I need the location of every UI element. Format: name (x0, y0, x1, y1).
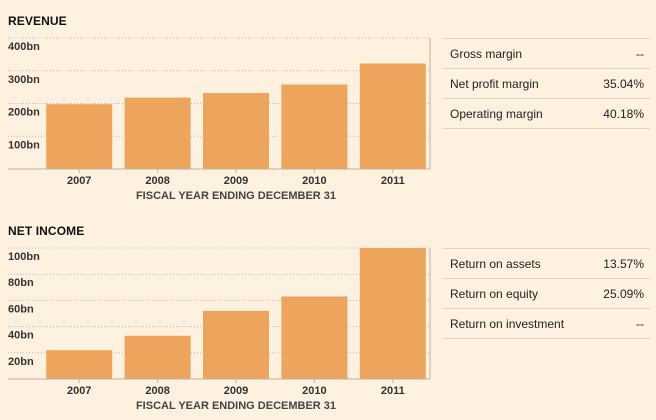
net-income-chart: 20bn 40bn 60bn 80bn 100bn 2007 2008 2009 2010 201… (8, 247, 431, 412)
bar-2009 (203, 93, 269, 169)
ratio-label: Return on equity (450, 286, 539, 301)
x-tick-label: 2009 (224, 385, 248, 397)
ratio-label: Gross margin (450, 46, 523, 61)
x-axis-label: FISCAL YEAR ENDING DECEMBER 31 (136, 400, 336, 412)
ratio-value: 13.57% (603, 256, 644, 271)
y-tick-label: 100bn (8, 139, 40, 151)
revenue-title: REVENUE (8, 14, 67, 28)
revenue-ratios-table: Gross margin -- Net profit margin 35.04%… (443, 38, 650, 129)
bar-2007 (46, 350, 113, 379)
y-tick-label: 200bn (8, 107, 40, 119)
x-tick-label: 2007 (67, 385, 91, 397)
x-tick-label: 2007 (67, 175, 91, 187)
bar-2010 (281, 296, 348, 379)
bar-2007 (46, 104, 113, 169)
ratio-label: Net profit margin (450, 76, 539, 91)
ratio-row-net-profit-margin: Net profit margin 35.04% (443, 69, 650, 99)
y-tick-label: 40bn (8, 330, 34, 342)
y-tick-label: 300bn (8, 74, 40, 86)
y-tick-label: 80bn (8, 277, 34, 289)
revenue-chart: 100bn 200bn 300bn 400bn 2007 2008 2009 2010 2011… (8, 37, 431, 202)
y-tick-label: 60bn (8, 303, 34, 315)
ratio-row-return-on-assets: Return on assets 13.57% (443, 249, 650, 279)
ratio-label: Return on assets (450, 256, 541, 271)
ratio-label: Operating margin (450, 106, 543, 121)
ratio-value: 35.04% (603, 76, 644, 91)
bar-2009 (203, 310, 269, 379)
y-tick-label: 20bn (8, 356, 34, 368)
x-tick-label: 2011 (381, 385, 405, 397)
ratio-row-gross-margin: Gross margin -- (443, 39, 650, 69)
ratio-value: 40.18% (603, 106, 644, 121)
x-tick-label: 2008 (145, 175, 169, 187)
ratio-value: -- (636, 316, 644, 331)
y-tick-label: 100bn (8, 251, 40, 263)
ratio-row-operating-margin: Operating margin 40.18% (443, 99, 650, 129)
bar-2011 (359, 248, 426, 379)
x-tick-label: 2009 (224, 175, 248, 187)
ratio-row-return-on-investment: Return on investment -- (443, 309, 650, 339)
net-income-title: NET INCOME (8, 224, 85, 238)
net-income-ratios-table: Return on assets 13.57% Return on equity… (443, 248, 650, 339)
bar-2008 (124, 335, 191, 379)
ratio-value: -- (636, 46, 644, 61)
bar-2008 (124, 97, 191, 169)
x-tick-label: 2008 (145, 385, 169, 397)
y-tick-label: 400bn (8, 41, 40, 53)
x-tick-label: 2010 (302, 175, 326, 187)
bar-2010 (281, 84, 348, 169)
x-tick-label: 2010 (302, 385, 326, 397)
ratio-value: 25.09% (603, 286, 644, 301)
ratio-row-return-on-equity: Return on equity 25.09% (443, 279, 650, 309)
bar-2011 (359, 63, 426, 169)
x-tick-label: 2011 (381, 175, 405, 187)
x-axis-label: FISCAL YEAR ENDING DECEMBER 31 (136, 190, 336, 202)
ratio-label: Return on investment (450, 316, 565, 331)
